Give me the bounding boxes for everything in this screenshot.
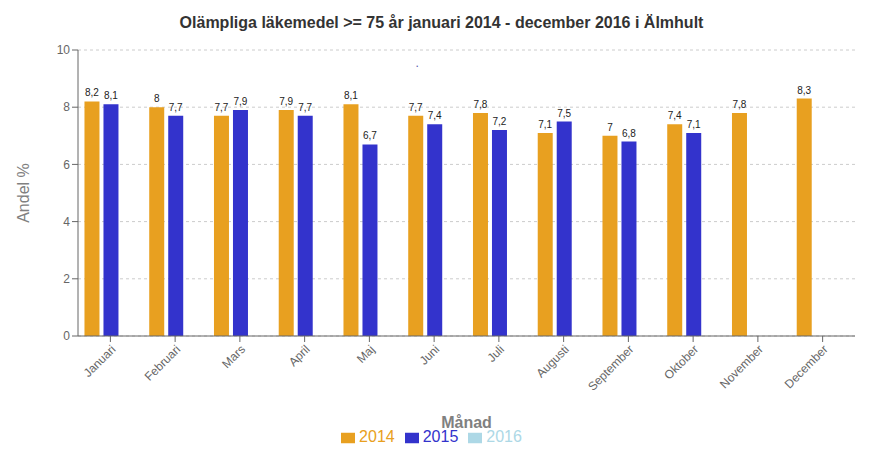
svg-text:Februari: Februari xyxy=(142,342,183,383)
svg-text:7,2: 7,2 xyxy=(493,116,507,127)
html-text:2015: 2015 xyxy=(422,428,459,445)
svg-text:7,1: 7,1 xyxy=(538,119,552,130)
svg-text:7,8: 7,8 xyxy=(733,99,747,110)
svg-text:7,1: 7,1 xyxy=(687,119,701,130)
svg-text:10: 10 xyxy=(57,43,71,57)
svg-text:Maj: Maj xyxy=(354,342,378,366)
svg-text:7,5: 7,5 xyxy=(557,108,571,119)
svg-text:Oktober: Oktober xyxy=(661,342,701,382)
svg-text:September: September xyxy=(585,342,636,393)
svg-text:Juli: Juli xyxy=(484,342,507,365)
svg-text:4: 4 xyxy=(63,215,70,229)
html-text:2016: 2016 xyxy=(486,428,522,445)
svg-text:7,7: 7,7 xyxy=(215,102,229,113)
svg-text:8,3: 8,3 xyxy=(797,85,811,96)
svg-text:7,8: 7,8 xyxy=(474,99,488,110)
svg-text:7,4: 7,4 xyxy=(668,110,682,121)
svg-text:7,7: 7,7 xyxy=(298,102,312,113)
svg-text:8,1: 8,1 xyxy=(344,90,358,101)
svg-text:Augusti: Augusti xyxy=(534,342,572,380)
svg-text:Mars: Mars xyxy=(219,342,248,371)
svg-text:Juni: Juni xyxy=(417,342,442,367)
svg-text:8: 8 xyxy=(63,100,70,114)
svg-text:7,9: 7,9 xyxy=(234,96,248,107)
svg-text:8: 8 xyxy=(154,93,160,104)
svg-text:6: 6 xyxy=(63,158,70,172)
svg-text:7,9: 7,9 xyxy=(279,96,293,107)
svg-text:Januari: Januari xyxy=(81,342,119,380)
svg-text:8,1: 8,1 xyxy=(104,90,118,101)
svg-text:8,2: 8,2 xyxy=(85,87,99,98)
html-text:2014: 2014 xyxy=(359,428,395,445)
svg-text:0: 0 xyxy=(63,329,70,343)
svg-text:November: November xyxy=(717,342,766,391)
html-text:Olämpliga läkemedel >= 75 år j: Olämpliga läkemedel >= 75 år januari 201… xyxy=(179,14,704,31)
svg-text:2: 2 xyxy=(63,272,70,286)
svg-text:6,7: 6,7 xyxy=(363,130,377,141)
svg-text:7,4: 7,4 xyxy=(428,110,442,121)
svg-text:April: April xyxy=(286,342,313,369)
svg-text:6,8: 6,8 xyxy=(622,128,636,139)
svg-text:7: 7 xyxy=(607,122,613,133)
svg-text:Månad: Månad xyxy=(441,414,492,431)
svg-text:December: December xyxy=(782,342,831,391)
svg-text:7,7: 7,7 xyxy=(409,102,423,113)
svg-text:7,7: 7,7 xyxy=(169,102,183,113)
svg-text:Andel %: Andel % xyxy=(15,163,32,223)
